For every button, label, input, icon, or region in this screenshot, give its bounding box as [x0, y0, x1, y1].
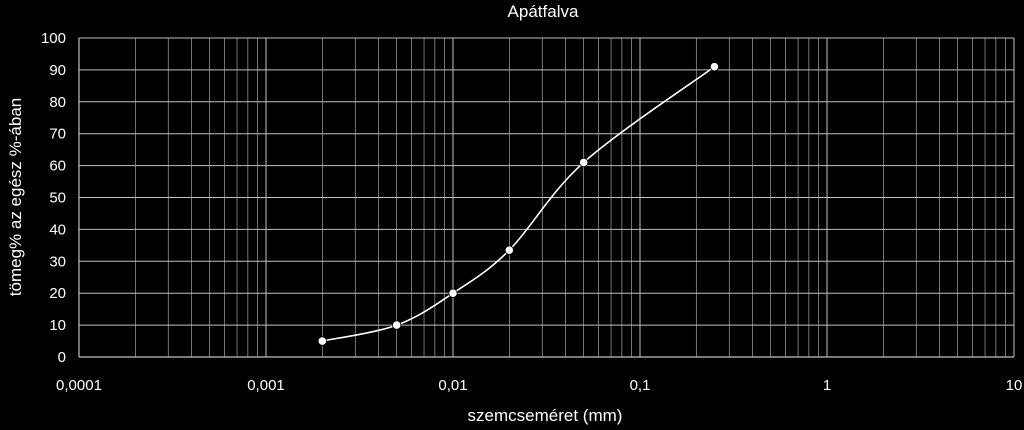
data-point — [504, 245, 514, 255]
y-tick-label: 70 — [49, 126, 66, 143]
x-tick-label: 0,001 — [247, 377, 285, 394]
y-tick-label: 30 — [49, 253, 66, 270]
x-tick-label: 0,01 — [438, 377, 467, 394]
data-point — [709, 62, 720, 72]
x-tick-label: 0,0001 — [56, 377, 102, 394]
data-point — [317, 336, 327, 346]
y-tick-label: 20 — [49, 285, 66, 302]
y-tick-label: 80 — [49, 94, 66, 111]
data-point — [579, 157, 589, 168]
axes — [78, 38, 1014, 358]
y-tick-label: 50 — [49, 190, 66, 207]
tick-labels: 0 10 20 30 40 50 60 70 80 90 100 0,0001 0,001 0,01 0,1… — [41, 30, 1022, 394]
y-tick-label: 90 — [49, 62, 66, 79]
y-tick-label: 0 — [58, 349, 66, 366]
grid — [78, 37, 1015, 358]
x-axis-label: szemcseméret (mm) — [468, 406, 623, 425]
chart-title: Apátfalva — [508, 2, 579, 21]
series-line — [322, 66, 715, 342]
y-tick-label: 10 — [49, 317, 66, 334]
series-layer — [317, 62, 720, 346]
x-tick-label: 1 — [823, 377, 831, 394]
y-tick-label: 60 — [49, 158, 66, 175]
y-axis-label: tömeg% az egész %-ában — [6, 98, 25, 296]
data-point — [392, 320, 402, 330]
x-tick-label: 10 — [1006, 377, 1023, 394]
y-tick-label: 100 — [41, 30, 66, 47]
x-tick-label: 0,1 — [630, 377, 651, 394]
data-point — [448, 288, 458, 298]
y-tick-label: 40 — [49, 221, 66, 238]
